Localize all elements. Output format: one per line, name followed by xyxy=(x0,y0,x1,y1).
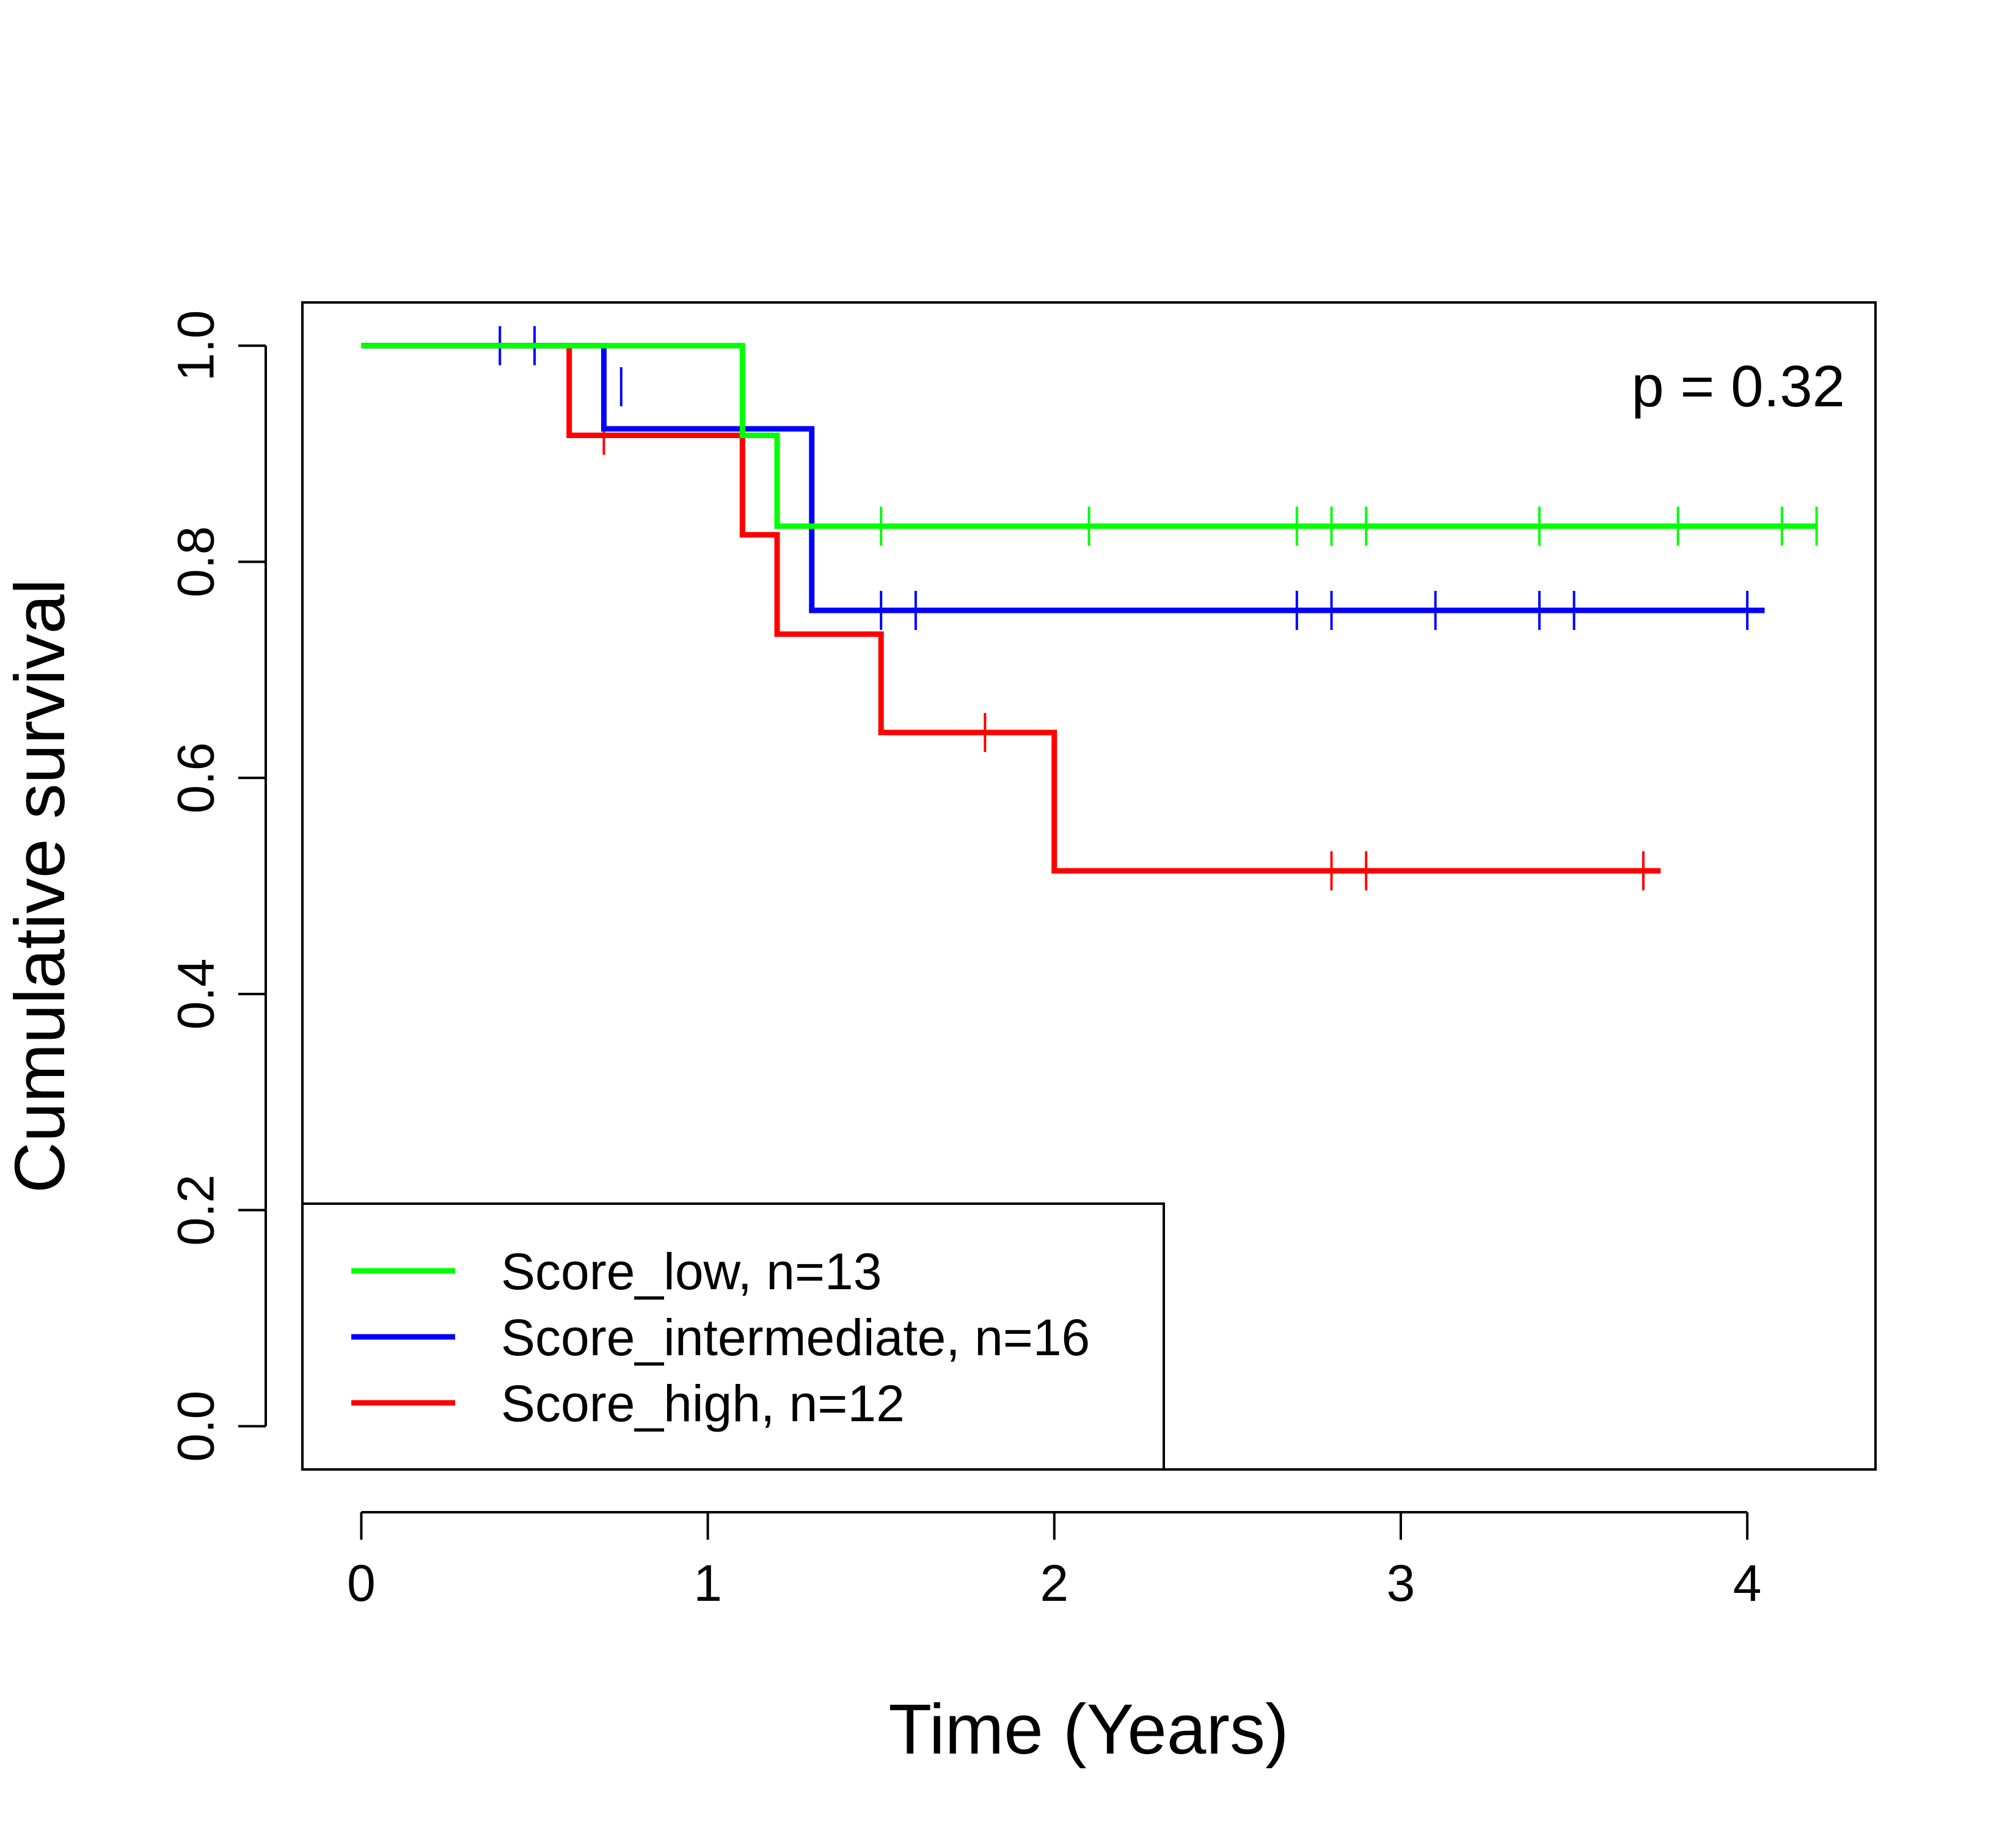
y-axis: 0.0 0.2 0.4 0.6 0.8 1.0 xyxy=(167,310,267,1462)
x-axis-title: Time (Years) xyxy=(888,1689,1288,1769)
plot-layer xyxy=(361,326,1818,891)
x-tick-label: 1 xyxy=(693,1554,722,1612)
y-tick-label: 0.8 xyxy=(167,526,224,598)
series-score-low xyxy=(361,343,1818,546)
x-tick-label: 3 xyxy=(1387,1554,1415,1612)
x-tick-label: 4 xyxy=(1733,1554,1762,1612)
x-axis: 0 1 2 3 4 xyxy=(347,1511,1762,1612)
x-tick-label: 2 xyxy=(1040,1554,1068,1612)
legend-label-score-high: Score_high, n=12 xyxy=(501,1375,905,1432)
x-tick-label: 0 xyxy=(347,1554,376,1612)
p-value-annotation: p = 0.32 xyxy=(1631,354,1845,419)
legend-label-score-low: Score_low, n=13 xyxy=(501,1243,882,1300)
y-axis-title: Cumulative survival xyxy=(0,579,79,1193)
legend-label-score-intermediate: Score_intermediate, n=16 xyxy=(501,1309,1090,1366)
y-tick-label: 0.4 xyxy=(167,958,224,1030)
survival-curve xyxy=(361,343,1661,874)
y-tick-label: 1.0 xyxy=(167,310,224,381)
legend: Score_low, n=13 Score_intermediate, n=16… xyxy=(301,1202,1165,1471)
y-tick-label: 0.0 xyxy=(167,1391,224,1462)
y-tick-label: 0.6 xyxy=(167,742,224,814)
y-tick-label: 0.2 xyxy=(167,1174,224,1246)
survival-curve xyxy=(361,343,1817,529)
